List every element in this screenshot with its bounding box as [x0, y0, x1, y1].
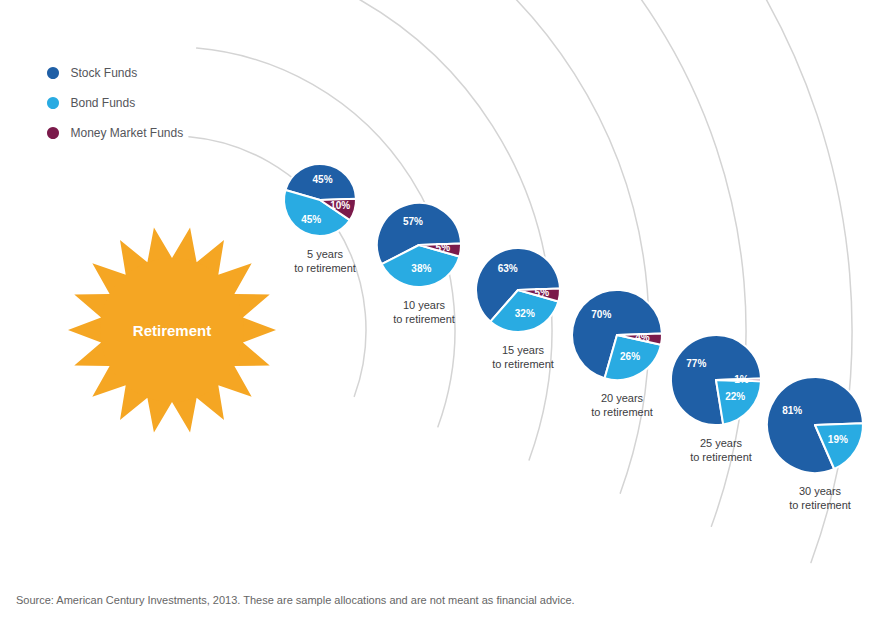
- svg-text:45%: 45%: [301, 214, 321, 225]
- svg-text:19%: 19%: [828, 434, 848, 445]
- svg-text:45%: 45%: [313, 174, 333, 185]
- svg-text:to retirement: to retirement: [294, 262, 356, 274]
- svg-text:25 years: 25 years: [700, 437, 743, 449]
- svg-text:81%: 81%: [782, 405, 802, 416]
- svg-text:70%: 70%: [591, 309, 611, 320]
- svg-text:Stock Funds: Stock Funds: [71, 66, 138, 80]
- svg-text:63%: 63%: [498, 263, 518, 274]
- svg-text:30 years: 30 years: [799, 485, 842, 497]
- svg-text:10 years: 10 years: [403, 299, 446, 311]
- svg-text:Source: American Century Inves: Source: American Century Investments, 20…: [16, 594, 575, 606]
- svg-text:10%: 10%: [330, 200, 350, 211]
- svg-text:Bond Funds: Bond Funds: [71, 96, 136, 110]
- svg-text:to retirement: to retirement: [393, 313, 455, 325]
- svg-text:1%: 1%: [734, 374, 749, 385]
- svg-text:4%: 4%: [635, 332, 650, 343]
- svg-text:5 years: 5 years: [307, 248, 344, 260]
- svg-text:5%: 5%: [535, 287, 550, 298]
- svg-text:22%: 22%: [725, 391, 745, 402]
- svg-text:38%: 38%: [411, 263, 431, 274]
- svg-text:Money Market Funds: Money Market Funds: [71, 126, 184, 140]
- svg-text:to retirement: to retirement: [591, 406, 653, 418]
- svg-text:to retirement: to retirement: [789, 499, 851, 511]
- svg-text:5%: 5%: [436, 242, 451, 253]
- svg-text:15 years: 15 years: [502, 344, 545, 356]
- svg-text:20 years: 20 years: [601, 392, 644, 404]
- svg-text:to retirement: to retirement: [690, 451, 752, 463]
- svg-text:32%: 32%: [515, 308, 535, 319]
- svg-text:57%: 57%: [403, 216, 423, 227]
- svg-text:to retirement: to retirement: [492, 358, 554, 370]
- svg-text:77%: 77%: [686, 358, 706, 369]
- svg-text:26%: 26%: [620, 351, 640, 362]
- svg-text:Retirement: Retirement: [133, 322, 211, 339]
